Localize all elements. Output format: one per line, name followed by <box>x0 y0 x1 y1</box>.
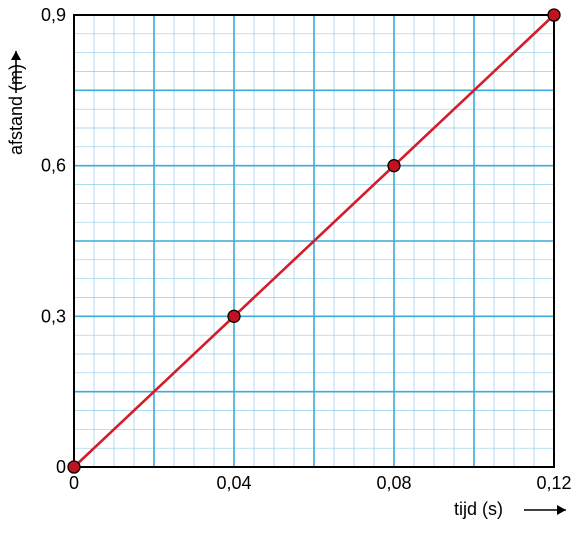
y-tick-label: 0 <box>56 457 66 477</box>
distance-time-chart: 00,040,080,1200,30,60,9tijd (s)afstand (… <box>0 0 577 540</box>
data-point <box>228 310 240 322</box>
x-tick-label: 0,08 <box>376 473 411 493</box>
x-tick-label: 0,04 <box>216 473 251 493</box>
y-tick-label: 0,6 <box>41 156 66 176</box>
data-point <box>548 9 560 21</box>
data-point <box>388 160 400 172</box>
x-axis-label: tijd (s) <box>454 499 503 519</box>
data-point <box>68 461 80 473</box>
x-tick-label: 0,12 <box>536 473 571 493</box>
y-tick-label: 0,3 <box>41 306 66 326</box>
x-tick-label: 0 <box>69 473 79 493</box>
y-tick-label: 0,9 <box>41 5 66 25</box>
chart-svg: 00,040,080,1200,30,60,9tijd (s)afstand (… <box>0 0 577 540</box>
